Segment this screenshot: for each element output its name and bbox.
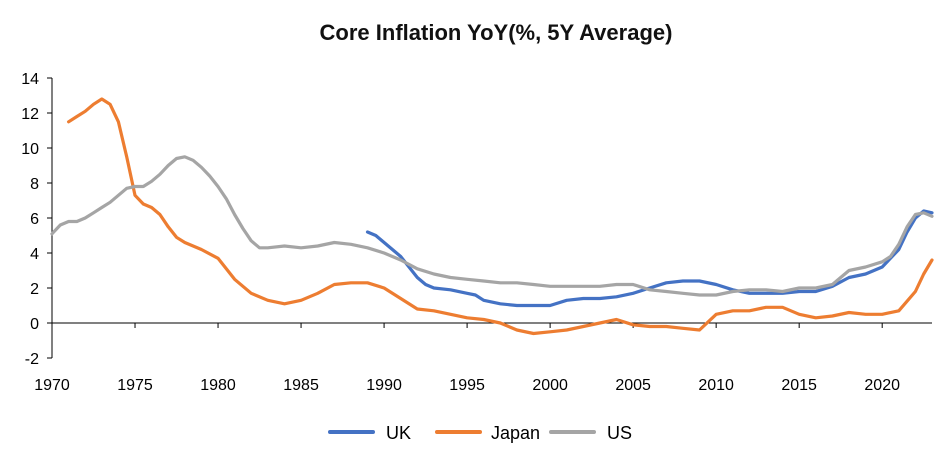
y-tick-label: 10 xyxy=(21,141,39,158)
series-line-uk xyxy=(365,209,934,308)
legend-label-japan: Japan xyxy=(491,423,540,443)
x-tick-label: 1970 xyxy=(34,377,70,394)
y-tick-label: 14 xyxy=(21,71,39,88)
y-tick-label: 4 xyxy=(30,246,39,263)
y-axis-ticks: -2 0 2 4 6 8 10 12 14 xyxy=(21,71,52,368)
series-line-japan xyxy=(66,97,934,336)
x-tick-label: 1975 xyxy=(117,377,153,394)
legend-label-us: US xyxy=(607,423,632,443)
x-tick-label: 1980 xyxy=(200,377,236,394)
x-tick-label: 1995 xyxy=(449,377,485,394)
chart-title: Core Inflation YoY(%, 5Y Average) xyxy=(320,20,673,45)
x-axis-ticks: 1970 1975 1980 1985 1990 1995 2000 2005 2010 2015… xyxy=(34,323,900,394)
y-tick-label: 6 xyxy=(30,211,39,228)
legend: UK Japan US xyxy=(328,423,632,443)
y-tick-label: -2 xyxy=(25,351,39,368)
x-tick-label: 2015 xyxy=(781,377,817,394)
y-tick-label: 2 xyxy=(30,281,39,298)
x-tick-label: 1985 xyxy=(283,377,319,394)
series-line-us xyxy=(50,155,934,297)
y-tick-label: 12 xyxy=(21,106,39,123)
y-tick-label: 8 xyxy=(30,176,39,193)
legend-label-uk: UK xyxy=(386,423,411,443)
x-tick-label: 2000 xyxy=(532,377,568,394)
x-tick-label: 1990 xyxy=(366,377,402,394)
x-tick-label: 2010 xyxy=(698,377,734,394)
x-tick-label: 2020 xyxy=(864,377,900,394)
series-lines xyxy=(50,97,934,336)
y-tick-label: 0 xyxy=(30,316,39,333)
x-tick-label: 2005 xyxy=(615,377,651,394)
